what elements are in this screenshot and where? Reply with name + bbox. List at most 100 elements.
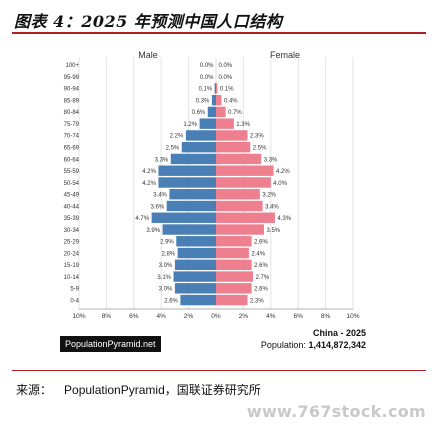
figure-title: 图表 4：2025 年预测中国人口结构	[14, 12, 283, 31]
female-bar	[216, 177, 271, 188]
age-group-label: 95-99	[64, 75, 80, 81]
female-bar	[216, 271, 253, 282]
age-group-label: 35-39	[64, 216, 80, 222]
population-pyramid-chart: 0.0% 0.0% 0.0% 0.0% 0.1% 0.1% 0.3% 0.4% 0.6% 0.7%…	[64, 50, 360, 320]
female-bar	[216, 200, 263, 212]
population-total: Population: 1,414,872,342	[261, 340, 366, 350]
male-bar	[207, 106, 216, 118]
x-tick-label: 2%	[184, 313, 194, 320]
source-label: 来源：	[16, 383, 53, 397]
source-note: 来源： PopulationPyramid，国联证券研究所	[16, 381, 261, 398]
male-bar	[199, 118, 216, 129]
male-value-label: 2.5%	[166, 146, 180, 152]
male-bar	[176, 236, 216, 247]
x-tick-label: 10%	[346, 313, 359, 320]
age-group-label: 45-49	[64, 193, 80, 199]
female-value-label: 0.4%	[224, 98, 238, 104]
female-value-label: 4.3%	[277, 216, 291, 222]
male-value-label: 0.6%	[192, 110, 206, 116]
female-value-label: 0.0%	[219, 63, 233, 69]
age-group-label: 90-94	[64, 87, 80, 93]
male-value-label: 2.2%	[170, 134, 184, 140]
age-group-label: 80-84	[64, 110, 80, 116]
age-group-label: 60-64	[64, 157, 80, 163]
population-label: Population:	[260, 340, 306, 350]
source-divider	[12, 370, 426, 371]
female-bar	[216, 236, 252, 247]
source-badge: PopulationPyramid.net	[60, 336, 161, 352]
male-value-label: 1.2%	[183, 122, 197, 128]
female-value-label: 3.4%	[265, 204, 279, 210]
age-group-label: 85-89	[64, 98, 80, 104]
male-value-label: 0.3%	[196, 98, 210, 104]
female-value-label: 2.6%	[254, 287, 268, 293]
female-bar	[216, 153, 262, 165]
female-value-label: 2.4%	[251, 251, 265, 257]
x-tick-label: 8%	[321, 313, 331, 320]
male-value-label: 3.1%	[157, 275, 171, 281]
age-group-label: 50-54	[64, 181, 80, 187]
legend-female: Female	[270, 50, 300, 60]
male-value-label: 0.0%	[200, 75, 214, 81]
female-value-label: 0.7%	[228, 110, 242, 116]
age-group-label: 75-79	[64, 122, 80, 128]
x-tick-label: 2%	[239, 313, 249, 320]
male-value-label: 2.8%	[161, 251, 175, 257]
age-group-label: 55-59	[64, 169, 80, 175]
x-tick-label: 4%	[156, 313, 166, 320]
age-group-label: 30-34	[64, 228, 80, 234]
male-value-label: 2.9%	[160, 240, 174, 246]
male-bar	[170, 153, 216, 165]
female-bar	[216, 294, 248, 306]
x-tick-label: 6%	[129, 313, 139, 320]
female-bar	[216, 130, 248, 141]
male-bar	[158, 165, 216, 176]
female-bar	[216, 224, 264, 235]
female-value-label: 3.5%	[266, 228, 280, 234]
male-bar	[174, 259, 216, 270]
male-bar	[166, 200, 216, 212]
male-value-label: 3.4%	[153, 193, 167, 199]
population-value: 1,414,872,342	[308, 340, 366, 350]
male-value-label: 0.0%	[200, 63, 214, 69]
female-value-label: 1.3%	[236, 122, 250, 128]
age-group-label: 10-14	[64, 275, 80, 281]
female-bar	[216, 94, 222, 106]
female-value-label: 2.6%	[254, 240, 268, 246]
female-bar	[216, 247, 249, 259]
male-bar	[180, 294, 216, 306]
age-group-label: 65-69	[64, 146, 80, 152]
female-value-label: 4.2%	[276, 169, 290, 175]
male-value-label: 3.3%	[155, 157, 169, 163]
male-value-label: 3.0%	[159, 263, 173, 269]
male-value-label: 3.6%	[150, 204, 164, 210]
male-value-label: 4.2%	[142, 181, 156, 187]
male-bar	[211, 94, 216, 106]
female-bar	[216, 118, 234, 129]
male-value-label: 3.0%	[159, 287, 173, 293]
age-group-label: 0-4	[70, 298, 79, 304]
title-divider	[12, 32, 426, 34]
male-value-label: 4.7%	[135, 216, 149, 222]
bars	[151, 83, 275, 306]
female-value-label: 2.3%	[250, 134, 264, 140]
male-value-label: 2.6%	[164, 298, 178, 304]
male-value-label: 0.1%	[198, 87, 212, 93]
x-tick-label: 10%	[72, 313, 85, 320]
age-group-labels: 100+ 95-99 90-94 85-89 80-84 75-79 70-74 65-69 6…	[64, 63, 80, 304]
male-value-label: 4.2%	[142, 169, 156, 175]
female-value-label: 2.3%	[250, 298, 264, 304]
female-bar	[216, 106, 226, 118]
legend-male: Male	[138, 50, 158, 60]
male-bar	[169, 189, 216, 200]
female-value-label: 3.3%	[264, 157, 278, 163]
watermark: www.767stock.com	[246, 402, 426, 421]
male-bar	[173, 271, 216, 282]
male-bar	[177, 247, 216, 259]
age-group-label: 20-24	[64, 251, 80, 257]
female-bar	[216, 283, 252, 294]
age-group-label: 70-74	[64, 134, 80, 140]
x-tick-label: 8%	[102, 313, 112, 320]
female-bar	[216, 165, 274, 176]
female-bar	[216, 142, 251, 153]
